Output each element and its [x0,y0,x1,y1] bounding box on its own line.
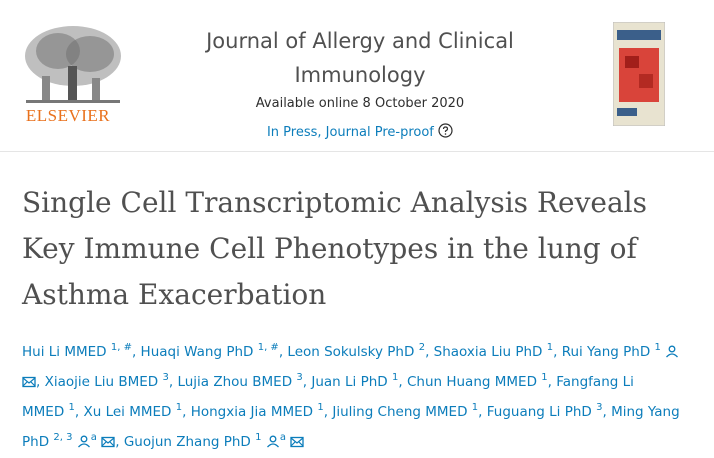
affiliation[interactable]: 1 [541,372,548,383]
status-text[interactable]: In Press, Journal Pre-proof [266,125,434,140]
author[interactable]: Xiaojie Liu BMED 3, [44,372,174,390]
affiliation[interactable]: 1 [654,342,661,353]
affiliation[interactable]: 2 [418,342,426,353]
affiliation[interactable]: 2, 3 [53,432,73,443]
available-date: Available online 8 October 2020 [255,96,465,111]
separator: , [398,374,403,390]
separator: , [547,374,552,390]
author-name[interactable]: Shaoxia Liu PhD [433,344,543,360]
help-icon[interactable] [438,123,453,138]
author[interactable]: Rui Yang PhD 1 , [22,342,679,390]
author[interactable]: Xu Lei MMED 1, [83,402,187,420]
email-icon[interactable] [22,375,36,388]
separator: , [182,404,187,420]
author[interactable]: Jiuling Cheng MMED 1, [332,402,483,420]
author[interactable]: Guojun Zhang PhD 1 a [123,432,304,450]
affiliation[interactable]: 1, # [110,342,132,353]
author-list: Hui Li MMED 1, #, Huaqi Wang PhD 1, #, L… [22,335,692,455]
author-icon[interactable] [665,345,679,358]
author-name[interactable]: Fuguang Li PhD [486,404,592,420]
divider [0,151,714,152]
author[interactable]: Hongxia Jia MMED 1, [190,402,329,420]
status[interactable]: In Press, Journal Pre-proof [170,123,550,140]
affiliation[interactable]: 1 [317,402,324,413]
affiliation[interactable]: 1 [255,432,262,443]
publisher-logo [25,26,121,103]
author-name[interactable]: Hongxia Jia MMED [190,404,314,420]
affiliation[interactable]: 1 [546,342,554,353]
affiliation[interactable]: 3 [296,372,303,383]
author[interactable]: Leon Sokulsky PhD 2, [287,342,430,360]
author[interactable]: Juan Li PhD 1, [311,372,403,390]
affiliation[interactable]: 3 [596,402,603,413]
author[interactable]: Shaoxia Liu PhD 1, [433,342,558,360]
author-name[interactable]: Leon Sokulsky PhD [287,344,415,360]
author-name[interactable]: Huaqi Wang PhD [140,344,254,360]
article-title: Single Cell Transcriptomic Analysis Reve… [22,186,647,311]
separator: , [131,344,137,360]
author-name[interactable]: Jiuling Cheng MMED [332,404,468,420]
author-name[interactable]: Ming Yang PhD [22,404,680,450]
author-name[interactable]: Rui Yang PhD [561,344,651,360]
author-note[interactable]: a [279,432,286,443]
author[interactable]: Lujia Zhou BMED 3, [177,372,308,390]
separator: , [278,344,284,360]
separator: , [425,344,430,360]
author[interactable]: Fangfang Li MMED 1, [22,374,634,420]
author-name[interactable]: Lujia Zhou BMED [177,374,293,390]
separator: , [115,434,120,450]
author[interactable]: Hui Li MMED 1, #, [22,342,137,360]
separator: , [168,374,174,390]
author-note[interactable]: a [90,432,97,443]
author[interactable]: Chun Huang MMED 1, [406,372,552,390]
separator: , [36,374,41,390]
email-icon[interactable] [290,435,304,448]
author-icon[interactable] [77,435,91,448]
author-name[interactable]: Hui Li MMED [22,344,107,360]
separator: , [74,404,80,420]
separator: , [478,404,483,420]
affiliation[interactable]: 1 [68,402,75,413]
separator: , [602,404,607,420]
email-icon[interactable] [101,435,115,448]
author-name[interactable]: Guojun Zhang PhD [123,434,251,450]
author-name[interactable]: Fangfang Li MMED [22,374,634,420]
author-name[interactable]: Juan Li PhD [311,374,388,390]
publisher[interactable]: ELSEVIER [25,106,111,125]
separator: , [302,374,308,390]
separator: , [553,344,558,360]
journal-cover[interactable] [613,22,665,126]
journal-title[interactable]: Journal of Allergy and Clinical Immunolo… [206,29,514,87]
affiliation[interactable]: 3 [162,372,169,383]
author-icon[interactable] [266,435,280,448]
separator: , [323,404,329,420]
author[interactable]: Fuguang Li PhD 3, [486,402,607,420]
affiliation[interactable]: 1 [392,372,399,383]
affiliation[interactable]: 1 [175,402,183,413]
author[interactable]: Huaqi Wang PhD 1, #, [140,342,284,360]
affiliation[interactable]: 1, # [257,342,279,353]
author[interactable]: Ming Yang PhD 2, 3 a , [22,404,680,450]
author-name[interactable]: Chun Huang MMED [406,374,537,390]
author-name[interactable]: Xu Lei MMED [83,404,172,420]
author-name[interactable]: Xiaojie Liu BMED [44,374,159,390]
affiliation[interactable]: 1 [471,402,479,413]
